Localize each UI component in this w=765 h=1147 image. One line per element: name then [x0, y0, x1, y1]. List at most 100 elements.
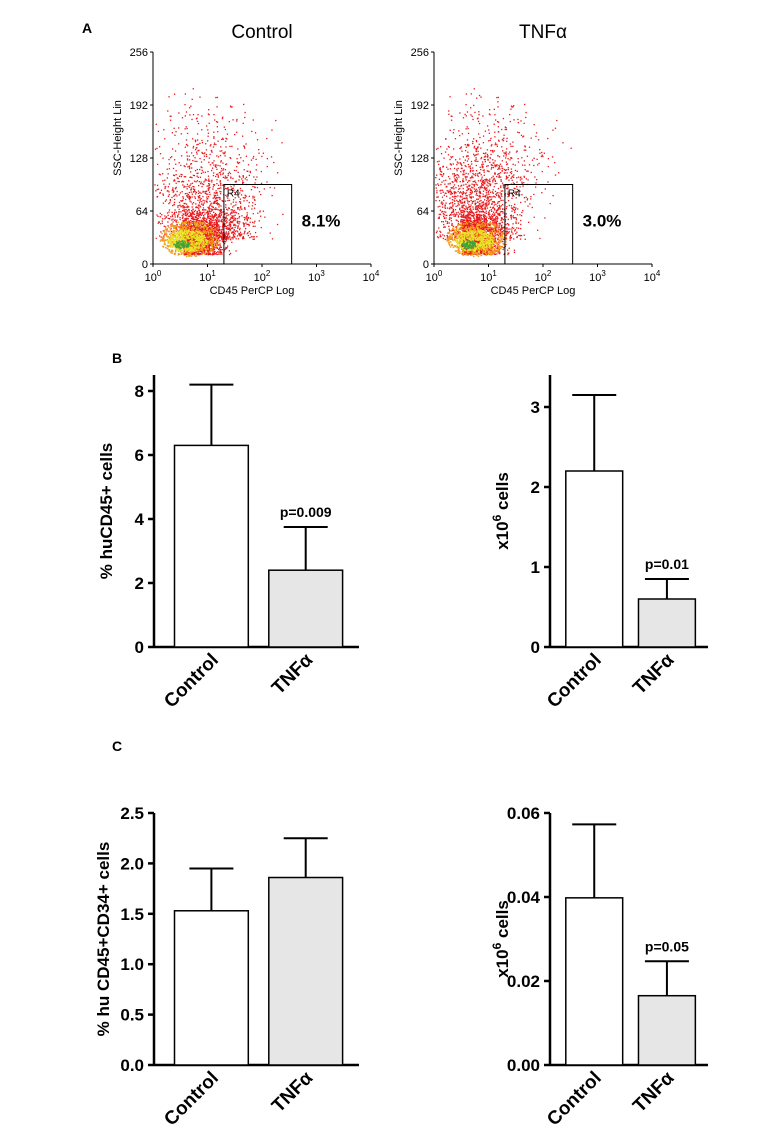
flow-dot — [192, 185, 194, 188]
flow-dot — [225, 247, 227, 250]
flow-density-dot — [171, 235, 174, 237]
flow-dot — [209, 186, 211, 189]
flow-dot — [207, 188, 209, 190]
flow-dot — [204, 245, 207, 247]
flow-density-dot — [189, 254, 192, 256]
flow-dot — [175, 163, 177, 165]
flow-density-dot — [189, 249, 192, 251]
flow-dot — [209, 200, 211, 203]
flow-dot — [200, 227, 202, 230]
flow-dot — [222, 223, 224, 225]
flow-dot — [207, 213, 209, 215]
flow-dot — [506, 184, 508, 186]
flow-dot — [219, 210, 221, 212]
flow-dot — [169, 200, 172, 202]
flow-dot — [217, 131, 219, 133]
flow-dot — [190, 219, 192, 222]
flow-dot — [212, 202, 214, 205]
flow-dot — [216, 229, 219, 232]
flow-dot — [501, 182, 504, 184]
flow-dot — [258, 152, 260, 154]
flow-dot — [202, 209, 204, 211]
flow-dot — [218, 227, 220, 230]
flow-density-dot — [171, 233, 174, 236]
flow-density-dot — [188, 243, 190, 245]
flow-dot — [168, 209, 171, 211]
flow-dot — [216, 217, 218, 219]
flow-dot — [225, 232, 227, 234]
flow-dot — [437, 237, 440, 239]
flow-dot — [228, 171, 231, 174]
flow-dot — [514, 188, 516, 190]
flow-dot — [516, 188, 518, 190]
flow-dot — [461, 205, 463, 207]
flow-dot — [472, 180, 474, 183]
flow-dot — [178, 211, 180, 213]
flow-dot — [175, 228, 177, 230]
flow-dot — [164, 200, 167, 202]
flow-dot — [171, 189, 173, 191]
flow-density-dot — [190, 248, 193, 251]
flow-dot — [474, 203, 476, 206]
flow-dot — [219, 246, 221, 249]
flow-density-dot — [191, 243, 193, 246]
flow-density-dot — [169, 245, 172, 248]
flow-dot — [185, 186, 187, 188]
flow-dot — [227, 179, 229, 181]
flow-dot — [180, 200, 182, 202]
flow-dot — [479, 197, 481, 199]
flow-dot — [238, 175, 240, 177]
flow-x-label: CD45 PerCP Log — [210, 285, 295, 297]
flow-dot — [221, 138, 223, 141]
flow-density-dot — [204, 236, 206, 239]
flow-dot — [199, 157, 201, 160]
flow-dot — [190, 226, 192, 228]
flow-dot — [224, 152, 226, 154]
flow-density-dot — [189, 224, 191, 227]
flow-dot — [454, 215, 457, 217]
flow-dot — [220, 191, 222, 193]
flow-dot — [233, 224, 235, 226]
flow-dot — [213, 208, 216, 210]
flow-density-dot — [199, 235, 201, 238]
flow-density-dot — [211, 243, 213, 245]
flow-dot — [219, 253, 221, 255]
flow-density-dot — [182, 234, 184, 236]
flow-density-dot — [187, 222, 190, 224]
flow-dot — [215, 207, 217, 209]
flow-density-dot — [167, 240, 170, 243]
flow-dot — [250, 236, 253, 238]
flow-dot — [464, 159, 467, 161]
flow-dot — [191, 213, 193, 215]
flow-dot — [218, 213, 221, 215]
flow-dot — [481, 218, 483, 220]
flow-dot — [229, 226, 231, 228]
flow-dot — [493, 162, 495, 164]
flow-dot — [193, 226, 196, 228]
flow-density-dot — [178, 243, 180, 246]
flow-dot — [200, 203, 203, 205]
flow-dot — [186, 183, 189, 186]
flow-dot — [194, 197, 197, 199]
flow-dot — [210, 150, 213, 152]
flow-density-dot — [194, 239, 197, 242]
flow-dot — [451, 207, 453, 209]
flow-dot — [238, 220, 240, 223]
flow-dot — [180, 211, 182, 213]
flow-dot — [487, 155, 489, 157]
flow-dot — [497, 251, 499, 253]
flow-dot — [570, 147, 572, 149]
flow-dot — [194, 148, 197, 151]
flow-dot — [178, 112, 180, 114]
flow-density-dot — [191, 233, 194, 235]
flow-density-dot — [200, 226, 203, 229]
flow-dot — [216, 224, 219, 226]
flow-dot — [192, 223, 195, 226]
flow-dot — [219, 249, 222, 251]
flow-dot — [207, 193, 209, 195]
flow-dot — [256, 235, 258, 238]
flow-dot — [479, 194, 481, 197]
flow-density-dot — [180, 231, 183, 234]
flow-density-dot — [169, 244, 171, 247]
flow-dot — [503, 253, 505, 256]
